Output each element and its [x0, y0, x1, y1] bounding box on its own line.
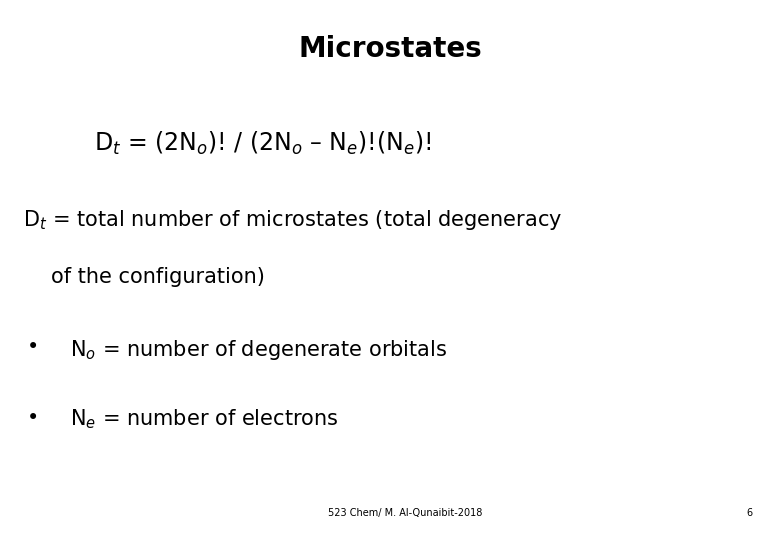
- Text: N$_e$ = number of electrons: N$_e$ = number of electrons: [70, 408, 339, 431]
- Text: Microstates: Microstates: [298, 35, 482, 63]
- Text: D$_t$ = total number of microstates (total degeneracy: D$_t$ = total number of microstates (tot…: [23, 208, 562, 232]
- Text: 523 Chem/ M. Al-Qunaibit-2018: 523 Chem/ M. Al-Qunaibit-2018: [328, 508, 482, 518]
- Text: •: •: [27, 338, 40, 357]
- Text: N$_o$ = number of degenerate orbitals: N$_o$ = number of degenerate orbitals: [70, 338, 448, 361]
- Text: •: •: [27, 408, 40, 428]
- Text: 6: 6: [746, 508, 753, 518]
- Text: D$_t$ = (2N$_o$)! / (2N$_o$ – N$_e$)!(N$_e$)!: D$_t$ = (2N$_o$)! / (2N$_o$ – N$_e$)!(N$…: [94, 130, 431, 157]
- Text: of the configuration): of the configuration): [51, 267, 264, 287]
